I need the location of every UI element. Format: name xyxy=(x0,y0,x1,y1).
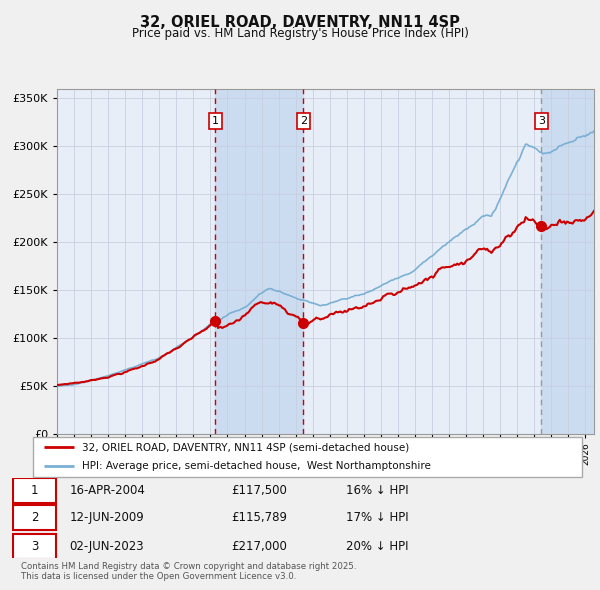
Text: 1: 1 xyxy=(212,116,219,126)
Text: 32, ORIEL ROAD, DAVENTRY, NN11 4SP (semi-detached house): 32, ORIEL ROAD, DAVENTRY, NN11 4SP (semi… xyxy=(82,442,410,452)
Text: HPI: Average price, semi-detached house,  West Northamptonshire: HPI: Average price, semi-detached house,… xyxy=(82,461,431,471)
FancyBboxPatch shape xyxy=(33,437,582,477)
Text: Contains HM Land Registry data © Crown copyright and database right 2025.: Contains HM Land Registry data © Crown c… xyxy=(21,562,356,571)
Text: 2: 2 xyxy=(31,511,38,525)
Text: 12-JUN-2009: 12-JUN-2009 xyxy=(70,511,145,525)
Text: £115,789: £115,789 xyxy=(231,511,287,525)
Text: 20% ↓ HPI: 20% ↓ HPI xyxy=(346,540,409,553)
Bar xyxy=(215,88,304,434)
Text: 16-APR-2004: 16-APR-2004 xyxy=(70,484,145,497)
Text: 17% ↓ HPI: 17% ↓ HPI xyxy=(346,511,409,525)
Text: 3: 3 xyxy=(538,116,545,126)
Bar xyxy=(541,88,594,434)
Text: 1: 1 xyxy=(31,484,38,497)
Text: £217,000: £217,000 xyxy=(231,540,287,553)
Text: Price paid vs. HM Land Registry's House Price Index (HPI): Price paid vs. HM Land Registry's House … xyxy=(131,27,469,40)
FancyBboxPatch shape xyxy=(13,505,56,530)
Text: 3: 3 xyxy=(31,540,38,553)
Text: 02-JUN-2023: 02-JUN-2023 xyxy=(70,540,144,553)
Text: This data is licensed under the Open Government Licence v3.0.: This data is licensed under the Open Gov… xyxy=(21,572,296,581)
Text: 32, ORIEL ROAD, DAVENTRY, NN11 4SP: 32, ORIEL ROAD, DAVENTRY, NN11 4SP xyxy=(140,15,460,30)
Text: 2: 2 xyxy=(300,116,307,126)
FancyBboxPatch shape xyxy=(13,533,56,559)
Text: 16% ↓ HPI: 16% ↓ HPI xyxy=(346,484,409,497)
Text: £117,500: £117,500 xyxy=(231,484,287,497)
FancyBboxPatch shape xyxy=(13,478,56,503)
